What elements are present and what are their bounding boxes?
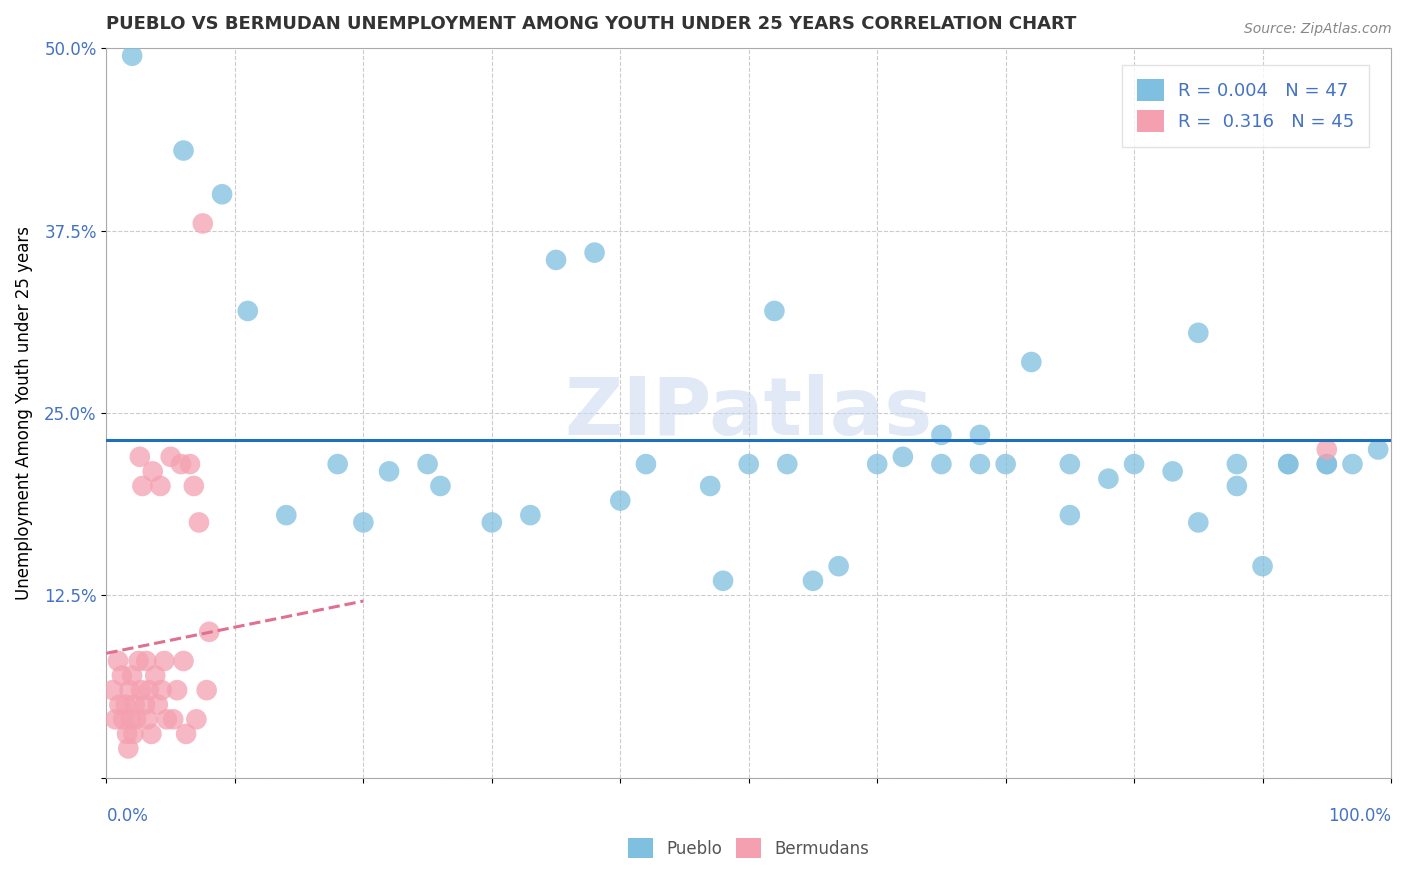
Text: 100.0%: 100.0%: [1329, 807, 1391, 825]
Point: [1226, 479, 1249, 493]
Point: [198, 624, 221, 639]
Point: [187, 516, 209, 530]
Point: [1021, 355, 1043, 369]
Point: [107, 654, 129, 668]
Point: [378, 464, 401, 478]
Point: [1161, 464, 1184, 478]
Point: [134, 698, 156, 712]
Text: Source: ZipAtlas.com: Source: ZipAtlas.com: [1244, 22, 1392, 37]
Point: [174, 727, 197, 741]
Point: [166, 683, 188, 698]
Point: [121, 48, 143, 62]
Point: [149, 479, 172, 493]
Point: [416, 457, 439, 471]
Point: [118, 683, 141, 698]
Point: [211, 187, 233, 202]
Point: [101, 683, 124, 698]
Point: [170, 457, 193, 471]
Point: [544, 252, 567, 267]
Point: [153, 654, 176, 668]
Point: [1097, 472, 1119, 486]
Point: [1251, 559, 1274, 574]
Y-axis label: Unemployment Among Youth under 25 years: Unemployment Among Youth under 25 years: [15, 226, 32, 600]
Point: [146, 698, 169, 712]
Point: [159, 450, 181, 464]
Point: [191, 217, 214, 231]
Point: [1187, 516, 1209, 530]
Text: ZIPatlas: ZIPatlas: [565, 374, 932, 452]
Point: [135, 654, 157, 668]
Point: [236, 304, 259, 318]
Point: [117, 741, 139, 756]
Point: [120, 712, 142, 726]
Point: [609, 493, 631, 508]
Point: [481, 516, 503, 530]
Point: [150, 683, 173, 698]
Point: [129, 683, 152, 698]
Point: [1277, 457, 1299, 471]
Point: [195, 683, 218, 698]
Point: [931, 428, 953, 442]
Point: [1277, 457, 1299, 471]
Point: [122, 727, 145, 741]
Point: [124, 698, 146, 712]
Point: [143, 668, 166, 682]
Point: [1059, 508, 1081, 523]
Text: PUEBLO VS BERMUDAN UNEMPLOYMENT AMONG YOUTH UNDER 25 YEARS CORRELATION CHART: PUEBLO VS BERMUDAN UNEMPLOYMENT AMONG YO…: [107, 15, 1077, 33]
Point: [125, 712, 148, 726]
Point: [699, 479, 721, 493]
Point: [429, 479, 451, 493]
Point: [1367, 442, 1389, 457]
Legend: R = 0.004   N = 47, R =  0.316   N = 45: R = 0.004 N = 47, R = 0.316 N = 45: [1122, 65, 1369, 147]
Point: [138, 683, 160, 698]
Point: [1226, 457, 1249, 471]
Point: [114, 698, 136, 712]
Point: [634, 457, 657, 471]
Point: [1316, 457, 1339, 471]
Point: [111, 668, 134, 682]
Point: [1187, 326, 1209, 340]
Point: [1316, 457, 1339, 471]
Point: [711, 574, 734, 588]
Point: [994, 457, 1017, 471]
Point: [173, 144, 195, 158]
Point: [136, 712, 159, 726]
Point: [183, 479, 205, 493]
Point: [866, 457, 889, 471]
Text: 0.0%: 0.0%: [107, 807, 149, 825]
Point: [776, 457, 799, 471]
Point: [128, 450, 150, 464]
Point: [162, 712, 184, 726]
Point: [108, 698, 131, 712]
Point: [1341, 457, 1364, 471]
Point: [173, 654, 195, 668]
Point: [131, 479, 153, 493]
Point: [156, 712, 179, 726]
Point: [1123, 457, 1146, 471]
Point: [115, 727, 138, 741]
Point: [801, 574, 824, 588]
Point: [121, 668, 143, 682]
Point: [738, 457, 761, 471]
Point: [104, 712, 127, 726]
Point: [519, 508, 541, 523]
Point: [276, 508, 298, 523]
Point: [891, 450, 914, 464]
Point: [128, 654, 150, 668]
Point: [326, 457, 349, 471]
Point: [186, 712, 208, 726]
Point: [112, 712, 135, 726]
Point: [969, 457, 991, 471]
Point: [763, 304, 786, 318]
Point: [352, 516, 374, 530]
Point: [1316, 442, 1339, 457]
Point: [142, 464, 165, 478]
Point: [179, 457, 201, 471]
Point: [969, 428, 991, 442]
Point: [141, 727, 163, 741]
Point: [1059, 457, 1081, 471]
Point: [931, 457, 953, 471]
Point: [583, 245, 606, 260]
Point: [827, 559, 849, 574]
